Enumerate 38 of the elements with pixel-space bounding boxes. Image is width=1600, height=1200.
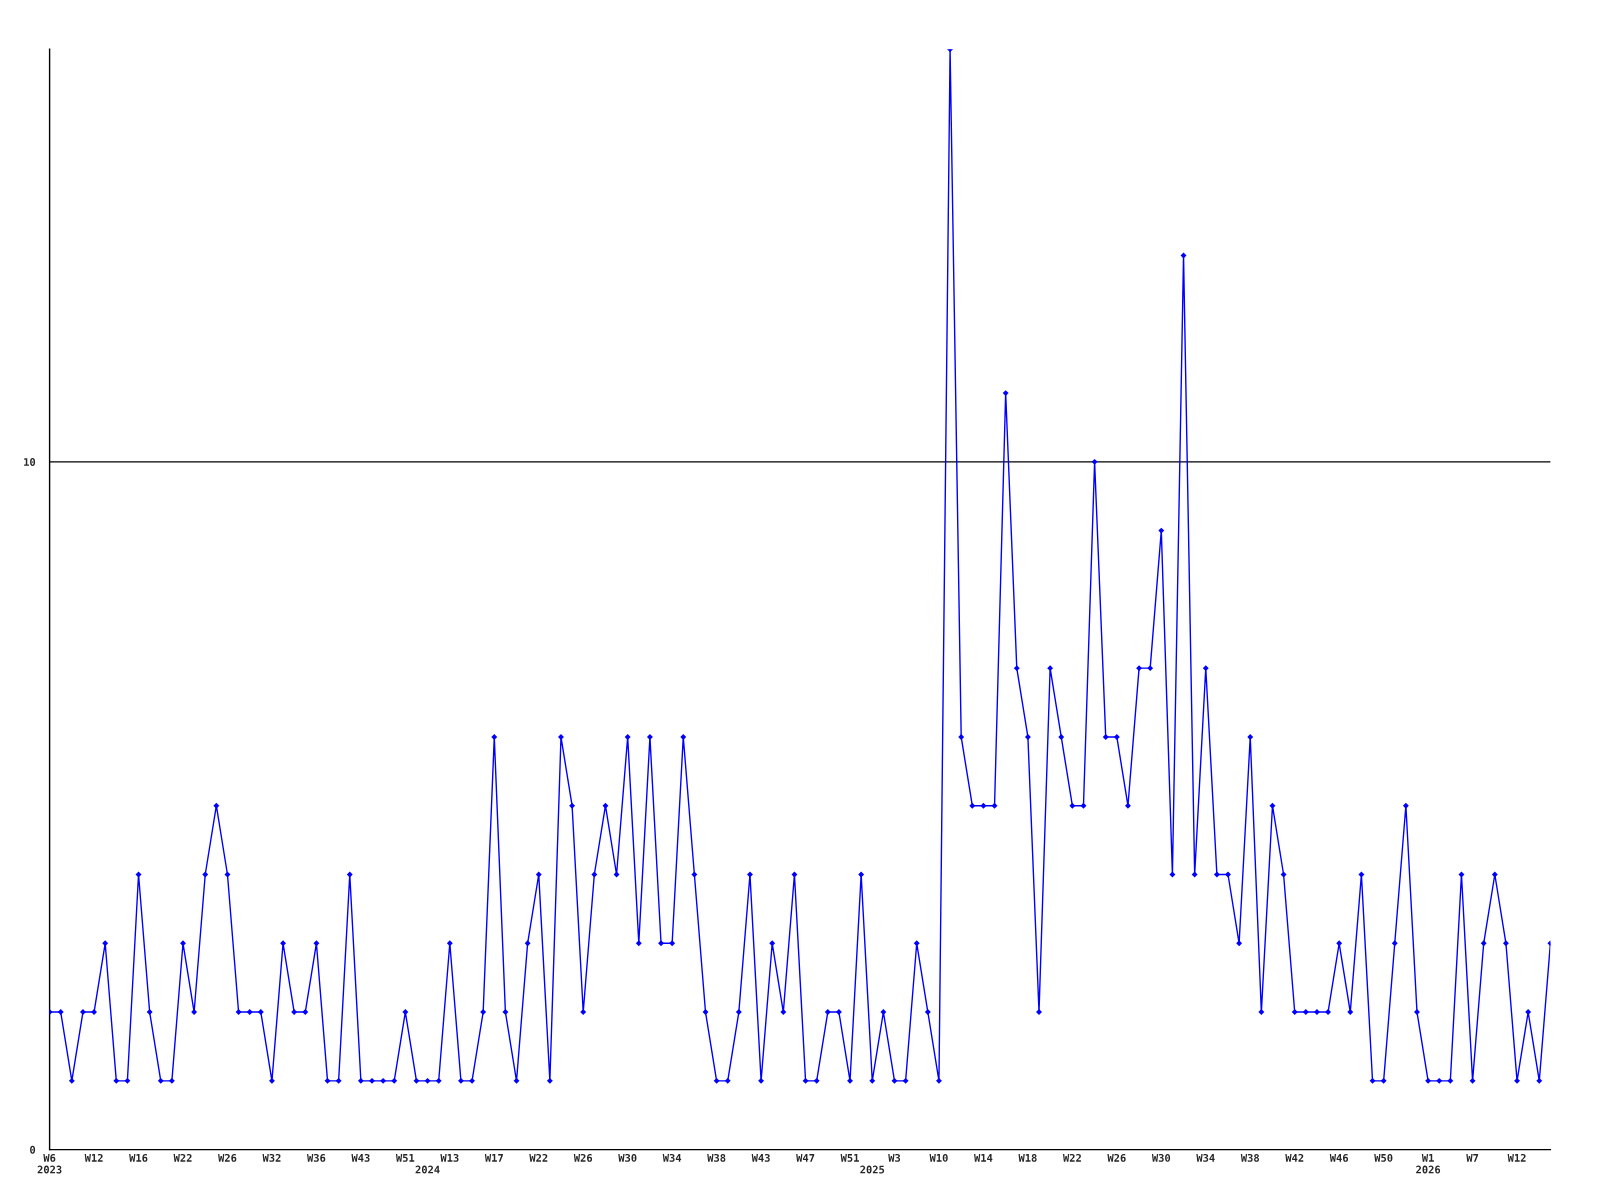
x-tick-label: W22 [173, 1153, 192, 1162]
x-tick-label: W16 [129, 1153, 148, 1162]
x-tick-label: W13 [440, 1153, 459, 1162]
x-tick-label: W26 [573, 1153, 593, 1162]
x-tick-label: W47 [796, 1154, 815, 1162]
x-tick-label: W30 [1151, 1153, 1171, 1162]
x-tick-label: W38 [707, 1153, 726, 1162]
x-tick-label: W10 [929, 1153, 948, 1162]
x-tick-label: W6 2023 [37, 1153, 62, 1174]
x-tick-label: W50 [1374, 1153, 1393, 1162]
y-tick-label: 0 [30, 1145, 36, 1154]
x-tick-label: W36 [307, 1153, 326, 1162]
x-tick-label: W22 [529, 1153, 548, 1162]
x-tick-label: W46 [1329, 1153, 1349, 1162]
y-tick-label: 10 [24, 458, 36, 466]
x-tick-label: W3 [888, 1153, 901, 1162]
x-tick-label: 2025 [860, 1165, 885, 1174]
x-tick-label: W51 [840, 1154, 859, 1162]
x-tick-label: W30 [618, 1153, 637, 1162]
x-tick-label: W1 2026 [1416, 1154, 1441, 1174]
x-tick-label: W14 [974, 1154, 993, 1162]
x-tick-label: W51 [395, 1154, 415, 1162]
x-tick-label: W26 [218, 1153, 237, 1162]
x-tick-label: W18 [1018, 1153, 1037, 1162]
x-tick-label: W7 [1466, 1154, 1479, 1162]
x-tick-label: W43 [351, 1153, 370, 1162]
x-tick-label: W43 [751, 1153, 770, 1162]
x-tick-label: W17 [484, 1154, 503, 1162]
x-tick-label: W32 [262, 1153, 281, 1162]
x-tick-label: W12 [1507, 1153, 1526, 1162]
x-tick-label: W22 [1062, 1153, 1081, 1162]
x-tick-label: W34 [662, 1153, 682, 1162]
x-tick-label: W26 [1107, 1153, 1126, 1162]
x-tick-label: W12 [84, 1153, 103, 1162]
x-tick-label: W38 [1240, 1153, 1259, 1162]
x-tick-label: W34 [1196, 1153, 1215, 1162]
x-tick-label: W42 [1285, 1153, 1304, 1162]
x-tick-label: 2024 [415, 1165, 440, 1174]
